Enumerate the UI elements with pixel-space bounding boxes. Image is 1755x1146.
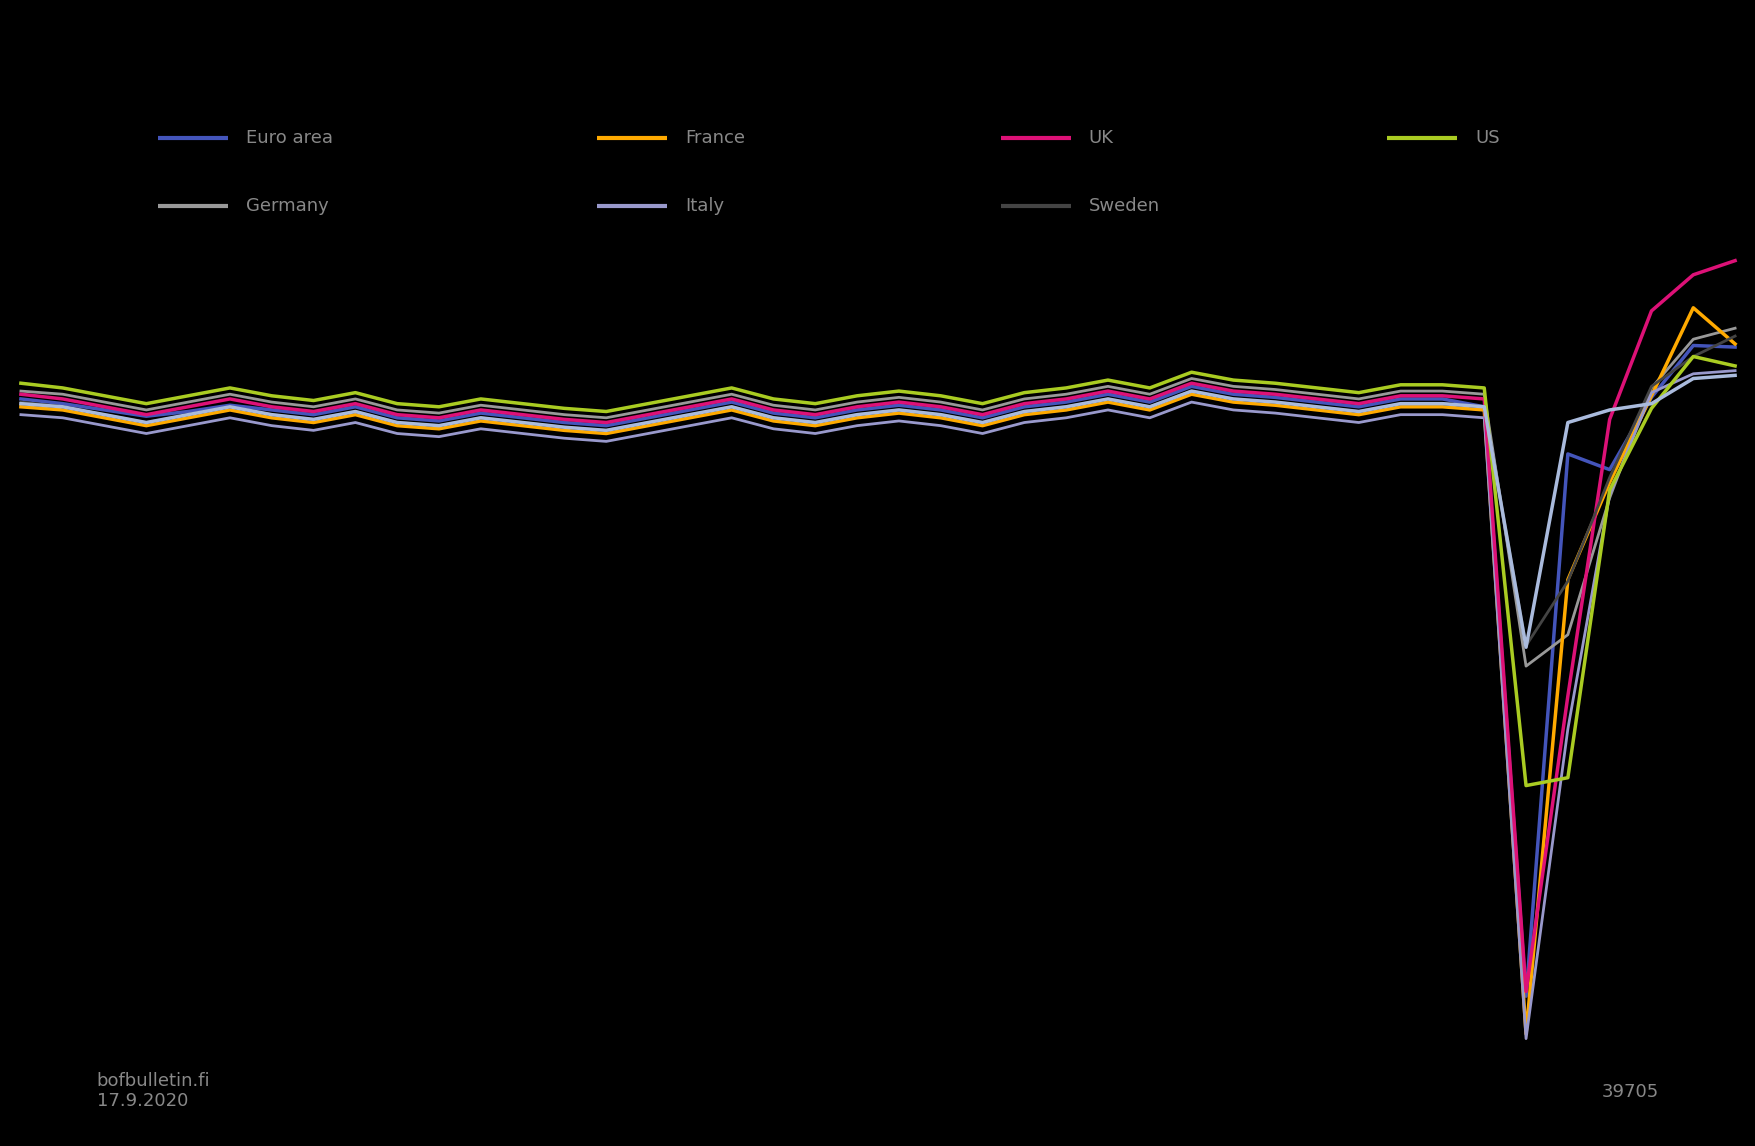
Text: Italy: Italy (684, 197, 723, 215)
Text: France: France (684, 128, 744, 147)
Text: 39705: 39705 (1601, 1083, 1658, 1101)
Text: Germany: Germany (246, 197, 328, 215)
Text: UK: UK (1088, 128, 1113, 147)
Text: US: US (1474, 128, 1499, 147)
Text: Euro area: Euro area (246, 128, 333, 147)
Text: Sweden: Sweden (1088, 197, 1160, 215)
Text: bofbulletin.fi
17.9.2020: bofbulletin.fi 17.9.2020 (97, 1072, 211, 1110)
